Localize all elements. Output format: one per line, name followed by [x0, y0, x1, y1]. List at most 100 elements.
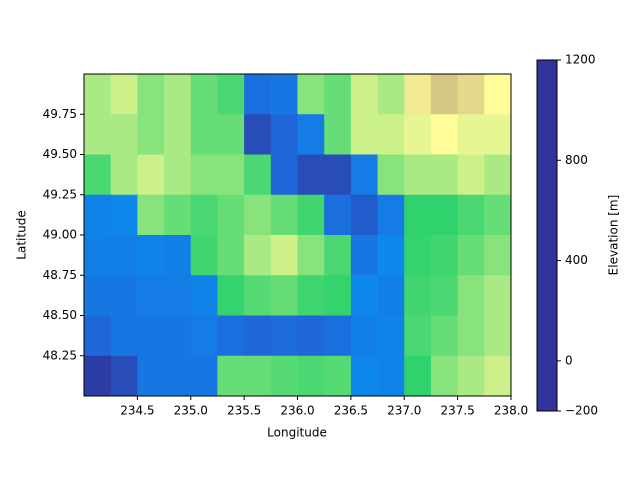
x-tick-label: 236.5: [334, 404, 368, 418]
heatmap: [84, 74, 512, 397]
colorbar-tick-label: 0: [565, 353, 573, 367]
y-tick-label: 49.00: [43, 228, 77, 242]
cell: [484, 355, 512, 397]
cell: [137, 275, 165, 316]
cell: [457, 154, 485, 196]
cell: [297, 114, 325, 155]
cell: [484, 315, 512, 357]
cell: [190, 74, 218, 115]
cell: [190, 194, 218, 236]
cell: [84, 355, 112, 397]
cell: [217, 235, 245, 276]
cell: [484, 194, 512, 236]
cell: [110, 154, 138, 196]
cell: [84, 315, 112, 357]
cell: [350, 194, 379, 236]
cell: [164, 355, 192, 397]
colorbar-tick-label: −200: [565, 404, 598, 418]
cell: [297, 275, 325, 316]
cell: [297, 235, 325, 276]
cell: [137, 355, 165, 397]
cell: [457, 315, 485, 357]
cell: [457, 74, 485, 115]
cell: [190, 275, 218, 316]
cell: [270, 154, 298, 196]
cell: [190, 315, 218, 357]
cell: [217, 74, 245, 115]
cell: [164, 315, 192, 357]
x-tick-label: 235.0: [174, 404, 208, 418]
cell: [430, 275, 459, 316]
y-tick-label: 49.25: [43, 187, 77, 201]
cell: [270, 315, 298, 357]
cell: [217, 275, 245, 316]
cell: [404, 154, 432, 196]
cell: [324, 154, 352, 196]
cell: [484, 235, 512, 276]
cell: [270, 275, 298, 316]
cell: [190, 355, 218, 397]
cell: [244, 74, 272, 115]
cell: [377, 315, 405, 357]
cell: [217, 114, 245, 155]
cell: [164, 154, 192, 196]
y-tick-label: 49.50: [43, 147, 77, 161]
cell: [404, 74, 432, 115]
cell: [84, 74, 112, 115]
cell: [404, 355, 432, 397]
cell: [270, 235, 298, 276]
cell: [137, 194, 165, 236]
x-tick-label: 237.0: [387, 404, 421, 418]
cell: [217, 194, 245, 236]
cell: [297, 355, 325, 397]
cell: [430, 154, 459, 196]
cell: [84, 154, 112, 196]
colorbar-tick-label: 1200: [565, 53, 596, 67]
x-tick-label: 234.5: [120, 404, 154, 418]
cell: [190, 114, 218, 155]
cell: [430, 74, 459, 115]
cell: [377, 275, 405, 316]
cell: [377, 114, 405, 155]
cell: [430, 355, 459, 397]
cell: [110, 275, 138, 316]
cell: [244, 114, 272, 155]
colorbar: [536, 59, 558, 412]
cell: [324, 114, 352, 155]
y-tick-label: 48.25: [43, 348, 77, 362]
cell: [350, 275, 379, 316]
cell: [324, 275, 352, 316]
y-axis-label: Latitude: [15, 210, 29, 259]
cell: [137, 74, 165, 115]
cell: [350, 154, 379, 196]
cell: [110, 114, 138, 155]
cell: [404, 275, 432, 316]
cell: [164, 194, 192, 236]
cell: [350, 114, 379, 155]
cell: [457, 355, 485, 397]
cell: [110, 355, 138, 397]
cell: [217, 355, 245, 397]
cell: [217, 315, 245, 357]
cell: [110, 235, 138, 276]
cell: [324, 194, 352, 236]
cell: [137, 235, 165, 276]
cell: [270, 74, 298, 115]
cell: [217, 154, 245, 196]
cell: [324, 74, 352, 115]
x-tick-label: 237.5: [440, 404, 474, 418]
cell: [350, 315, 379, 357]
cell: [484, 114, 512, 155]
cell: [457, 275, 485, 316]
cell: [244, 194, 272, 236]
cell: [84, 194, 112, 236]
cell: [270, 114, 298, 155]
cell: [297, 154, 325, 196]
cell: [297, 315, 325, 357]
cell: [457, 114, 485, 155]
cell: [270, 355, 298, 397]
cell: [190, 235, 218, 276]
cell: [484, 154, 512, 196]
colorbar-tick-label: 400: [565, 253, 588, 267]
